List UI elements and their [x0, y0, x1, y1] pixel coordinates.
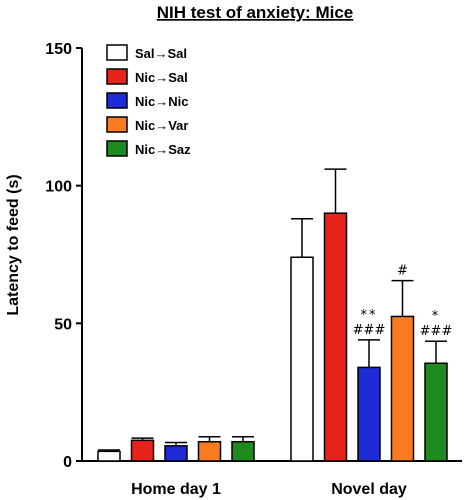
- bar: [323, 212, 348, 462]
- y-axis-label: Latency to feed (s): [5, 174, 22, 315]
- legend-label: Nic→Sal: [135, 70, 188, 85]
- x-category-label: Novel day: [331, 481, 407, 498]
- bar: [130, 439, 155, 462]
- legend-label: Nic→Var: [135, 118, 188, 133]
- legend-swatch: [106, 116, 128, 133]
- x-category-label: Home day 1: [131, 481, 221, 498]
- bar: [197, 440, 222, 462]
- bar: [357, 366, 381, 462]
- legend-swatch: [106, 68, 128, 85]
- bar: [231, 440, 255, 462]
- legend-label: Nic→Nic: [135, 94, 188, 109]
- legend-label: Sal→Sal: [135, 46, 187, 61]
- bar: [390, 315, 415, 462]
- legend-label: Nic→Saz: [135, 142, 191, 157]
- legend-swatch: [106, 140, 128, 157]
- bar: [424, 362, 448, 462]
- bar: [164, 445, 188, 462]
- y-tick-label: 0: [63, 454, 72, 471]
- chart-title: NIH test of anxiety: Mice: [157, 3, 354, 22]
- y-tick-label: 50: [54, 316, 72, 333]
- significance-label: **: [361, 308, 378, 323]
- legend-swatch: [106, 44, 128, 61]
- significance-label: #: [397, 264, 408, 279]
- y-tick-label: 100: [45, 179, 72, 196]
- y-tick-label: 150: [45, 41, 72, 58]
- significance-label: *: [432, 309, 441, 324]
- bar: [290, 256, 314, 462]
- bar: [97, 450, 121, 462]
- legend-swatch: [106, 92, 128, 109]
- legend: Sal→Sal Nic→Sal Nic→Nic Nic→Var Nic→Saz: [106, 44, 191, 157]
- significance-label: ###: [420, 324, 453, 339]
- significance-label: ###: [353, 323, 386, 338]
